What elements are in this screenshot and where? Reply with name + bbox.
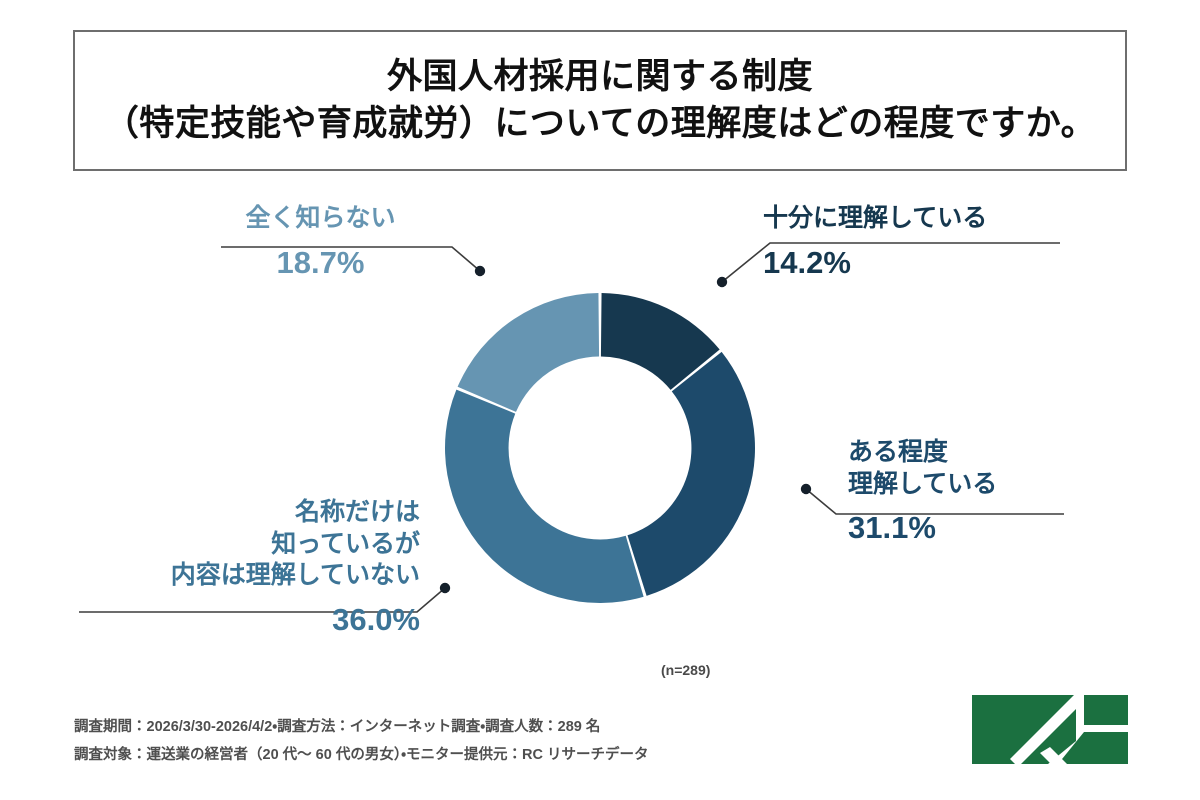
donut-segment-3 — [457, 293, 600, 412]
callout-label-1: ある程度 理解している 31.1% — [848, 437, 997, 546]
survey-footnote: 調査期間：2026/3/30-2026/4/2・調査方法：インターネット調査・調… — [74, 713, 774, 770]
callout-percent-0: 14.2% — [763, 244, 851, 280]
callout-category-0: 十分に理解している — [763, 204, 988, 232]
leader-line-3 — [221, 246, 481, 272]
sample-size-note: (n=289) — [661, 662, 711, 678]
leader-lines — [79, 242, 1064, 613]
company-logo — [972, 695, 1128, 764]
page-title-line-2: （特定技能や育成就労）についての理解度はどの程度ですか。 — [103, 103, 1097, 143]
callout-category-1-line-2: 理解している — [848, 469, 998, 498]
callout-percent-2: 36.0% — [332, 601, 420, 637]
callout-label-3: 全く知らない 18.7% — [196, 203, 445, 281]
leader-line-0 — [721, 242, 1060, 283]
donut-segment-2 — [445, 389, 644, 603]
leader-dot-1 — [800, 483, 812, 495]
logo-cut-notch — [1040, 747, 1067, 764]
page-title: 外国人材採用に関する制度 （特定技能や育成就労）についての理解度はどの程度ですか… — [73, 30, 1127, 171]
leader-dot-3 — [474, 265, 486, 277]
donut-segments — [445, 293, 755, 603]
logo-mark — [972, 695, 1128, 764]
callout-category-2-line-2: 知っているが — [271, 529, 420, 558]
survey-footnote-line-2: 調査対象：運送業の経営者（20 代〜 60 代の男女）・モニター提供元：RC リ… — [74, 747, 649, 764]
callout-category-1-line-1: ある程度 — [848, 438, 949, 466]
leader-dot-0 — [716, 276, 728, 288]
callout-category-3: 全く知らない — [245, 204, 396, 232]
callout-label-2: 名称だけは 知っているが 内容は理解していない 36.0% — [82, 497, 420, 638]
callout-category-2-line-3: 内容は理解していない — [170, 561, 420, 589]
donut-segment-1 — [627, 351, 755, 596]
callout-category-2-line-1: 名称だけは — [294, 498, 420, 526]
logo-block-corner-top — [1084, 695, 1128, 725]
callout-percent-1: 31.1% — [848, 510, 936, 545]
callout-percent-3: 18.7% — [276, 244, 365, 280]
logo-cut-horizontal — [1078, 725, 1128, 732]
leader-line-2 — [79, 587, 446, 613]
donut-segment-0 — [600, 293, 720, 390]
callout-label-0: 十分に理解している 14.2% — [763, 203, 987, 281]
logo-cut-diagonal — [1010, 695, 1084, 764]
logo-block-corner-bottom — [1058, 732, 1128, 764]
page-title-line-1: 外国人材採用に関する制度 — [386, 57, 813, 97]
survey-footnote-line-1: 調査期間：2026/3/30-2026/4/2・調査方法：インターネット調査・調… — [74, 719, 601, 735]
leader-dot-2 — [439, 582, 451, 594]
leader-line-1 — [805, 488, 1064, 515]
